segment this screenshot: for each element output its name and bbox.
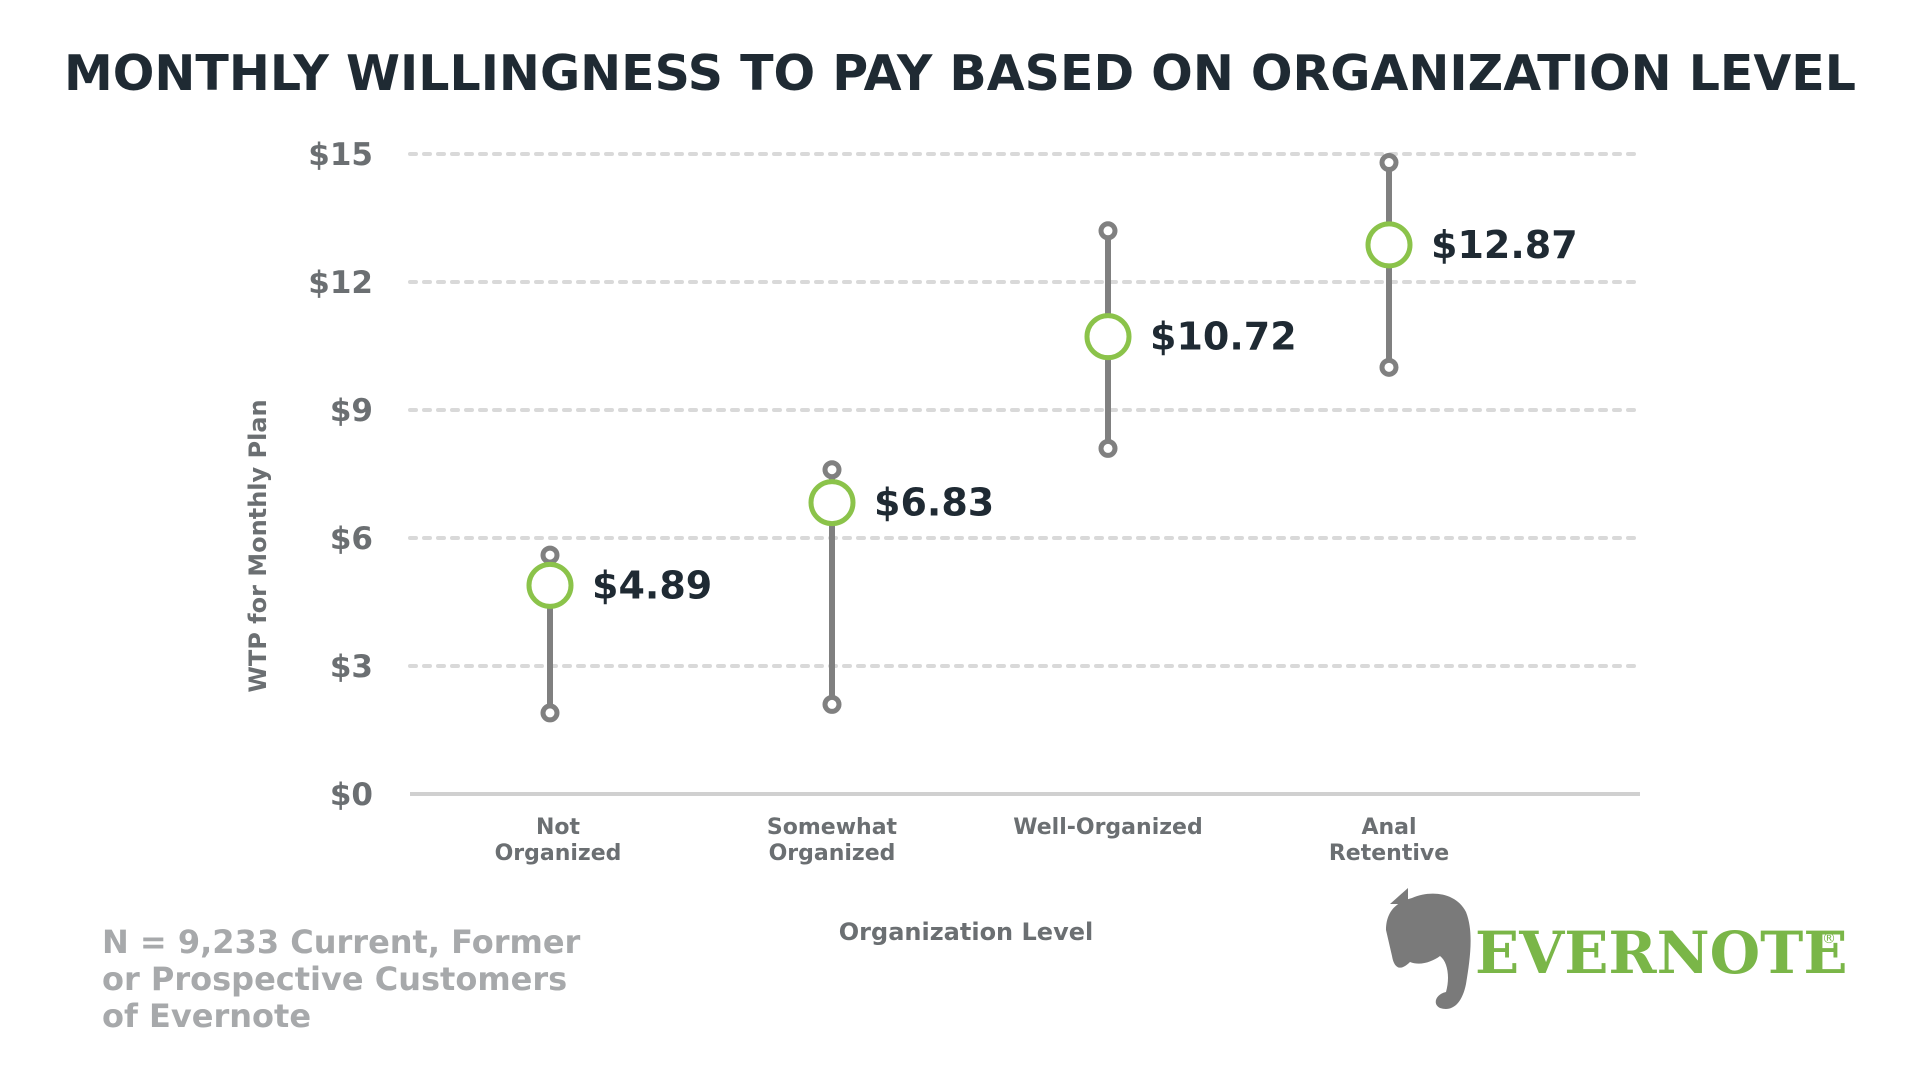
range-high-marker [822,460,842,480]
evernote-logo: EVERNOTE ® [1386,888,1848,1009]
range-series: $4.89 $6.83 $10.72 $12.87 [526,153,1578,723]
y-axis-ticks: $0 $3 $6 $9 $12 $15 [308,137,373,813]
y-tick-label: $15 [308,137,373,173]
y-tick-label: $0 [330,777,373,813]
x-axis-title: Organization Level [839,918,1093,946]
mean-marker [1084,313,1132,361]
range-item: $12.87 [1365,153,1578,377]
footnote: N = 9,233 Current, Former or Prospective… [102,923,581,1035]
value-label: $12.87 [1431,223,1578,267]
value-label: $4.89 [592,563,712,607]
x-category-line: Organized [769,841,896,866]
x-category-line: Somewhat [767,815,898,840]
chart-title: MONTHLY WILLINGNESS TO PAY BASED ON ORGA… [64,45,1856,102]
value-label: $6.83 [874,481,994,525]
footnote-line: of Evernote [102,997,311,1035]
elephant-icon [1386,888,1471,1009]
footnote-line: N = 9,233 Current, Former [102,923,581,961]
range-low-marker [540,703,560,723]
range-low-marker [822,694,842,714]
x-category-line: Retentive [1329,841,1449,866]
range-high-marker [1098,221,1118,241]
brand-name: EVERNOTE [1475,919,1848,987]
y-tick-label: $9 [330,393,373,429]
x-category-label: Somewhat Organized [767,815,898,866]
range-high-marker [1379,153,1399,173]
range-item: $4.89 [526,545,712,723]
grid-lines [408,152,1642,796]
mean-marker [808,479,856,527]
y-tick-label: $12 [308,265,373,301]
range-item: $10.72 [1084,221,1297,458]
x-category-line: Not [536,815,581,840]
footnote-line: or Prospective Customers [102,960,567,998]
range-item: $6.83 [808,460,994,714]
y-axis-title: WTP for Monthly Plan [244,399,272,692]
range-high-marker [540,545,560,565]
range-low-marker [1379,357,1399,377]
y-tick-label: $6 [330,521,373,557]
range-low-marker [1098,438,1118,458]
y-tick-label: $3 [330,649,373,685]
x-category-label: Anal Retentive [1329,815,1449,866]
mean-marker [1365,221,1413,269]
registered-mark: ® [1822,931,1836,947]
x-category-line: Anal [1361,815,1416,840]
mean-marker [526,561,574,609]
x-category-line: Well-Organized [1013,815,1202,840]
x-category-label: Not Organized [495,815,622,866]
x-category-label: Well-Organized [1013,815,1202,840]
x-category-line: Organized [495,841,622,866]
value-label: $10.72 [1150,315,1297,359]
